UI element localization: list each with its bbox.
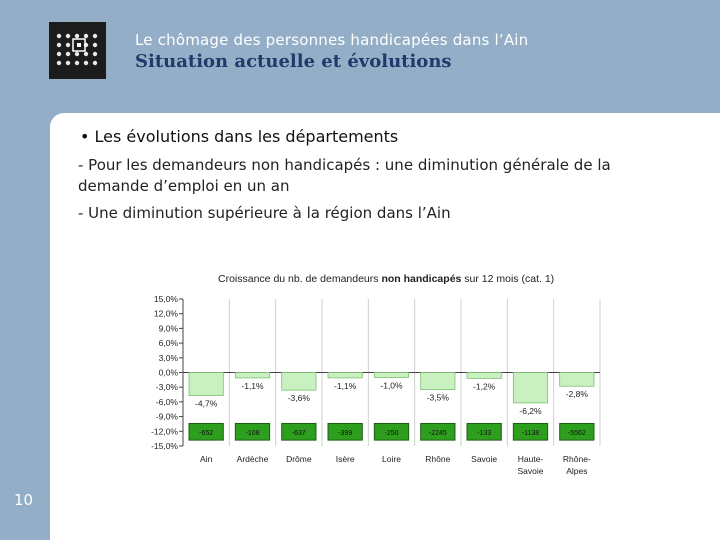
count-label: -1138 [522,430,539,437]
category-label: Isère [336,454,355,464]
logo-dot [83,60,89,66]
logo-dot [92,51,98,57]
bar [466,372,502,379]
logo-dot [65,33,71,39]
category-label: Ardèche [237,454,269,464]
bar [234,372,271,379]
y-tick-label: -12,0% [151,426,178,436]
count-box [234,422,271,441]
logo-dot [65,60,71,66]
count-box [281,422,317,441]
chart-title-suffix: sur 12 mois (cat. 1) [461,273,554,285]
bar-value-label: -6,2% [519,406,542,416]
count-label: -108 [245,430,259,437]
logo-dot [65,51,71,57]
chart-background [140,262,605,480]
count-box [559,422,595,441]
category-label: Savoie [518,466,544,476]
category-label: Haute- [518,454,544,464]
count-label: -133 [477,430,491,437]
category-label: Alpes [566,466,587,476]
page-number: 10 [14,491,34,509]
bar-chart: Croissance du nb. de demandeurs non hand… [140,262,605,480]
bar [420,372,456,391]
category-label: Ain [200,454,213,464]
y-tick-label: 15,0% [154,294,179,304]
logo-dot [92,33,98,39]
y-tick-label: 6,0% [159,338,179,348]
page-title: Situation actuelle et évolutions [135,51,452,72]
bar-value-label: -1,1% [241,381,264,391]
logo-dot [92,60,98,66]
count-box [420,422,456,441]
logo-dot [83,51,89,57]
bar [373,372,410,378]
count-box [466,422,502,441]
logo-dot [56,33,62,39]
logo-dot [56,42,62,48]
bar-value-label: -3,5% [427,393,450,403]
y-tick-label: 9,0% [159,323,179,333]
logo-dot [65,42,71,48]
y-tick-label: -15,0% [151,441,178,451]
y-tick-label: 0,0% [159,368,179,378]
logo-dot [92,42,98,48]
bar-value-label: -1,1% [334,381,357,391]
logo-dot [74,33,80,39]
bar [281,372,317,391]
paragraph-non-handicapped: - Pour les demandeurs non handicapés : u… [78,156,611,195]
y-tick-label: 3,0% [159,353,179,363]
section-heading: • Les évolutions dans les départements [80,127,399,146]
y-tick-label: -6,0% [156,397,179,407]
count-label: -399 [338,430,352,437]
count-label: -250 [384,430,398,437]
y-tick-label: -3,0% [156,382,179,392]
bar [327,372,363,379]
logo-dot [74,51,80,57]
count-label: -637 [292,430,306,437]
logo-dot [56,51,62,57]
logo [49,22,106,79]
category-label: Drôme [286,454,312,464]
logo-square [72,38,86,52]
chart-title: Croissance du nb. de demandeurs non hand… [218,273,554,285]
category-label: Rhône- [563,454,591,464]
bar [188,372,224,396]
count-label: -2245 [429,430,447,437]
count-box [188,422,224,441]
y-tick-label: -9,0% [156,412,179,422]
logo-center [77,43,81,47]
chart-title-prefix: Croissance du nb. de demandeurs [218,273,381,285]
y-tick-label: 12,0% [154,309,179,319]
paragraph-region: - Une diminution supérieure à la région … [78,204,451,222]
count-box [327,422,363,441]
count-label: -5562 [568,430,586,437]
count-label: -652 [199,430,213,437]
bar-value-label: -1,2% [473,381,496,391]
logo-dot [56,60,62,66]
bar-value-label: -3,6% [288,393,311,403]
logo-dot [74,60,80,66]
bar-value-label: -2,8% [566,389,589,399]
chart-title-bold: non handicapés [381,273,461,285]
bar-value-label: -4,7% [195,399,218,409]
logo-dot-grid-icon [56,33,98,66]
category-label: Savoie [471,454,497,464]
bar [512,372,549,404]
count-box [512,422,549,441]
count-box [373,422,410,441]
logo-dot [83,33,89,39]
category-label: Rhône [425,454,450,464]
category-label: Loire [382,454,401,464]
bar-value-label: -1,0% [380,380,403,390]
bar [559,372,595,387]
header-subtitle: Le chômage des personnes handicapées dan… [135,31,529,49]
